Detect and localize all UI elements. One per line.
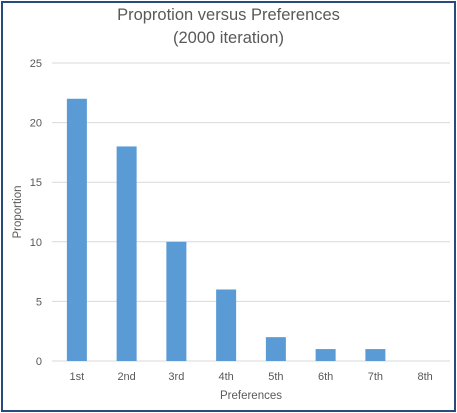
- x-tick-label: 1st: [70, 371, 85, 383]
- x-tick-label: 2nd: [117, 371, 135, 383]
- bars: [66, 98, 386, 361]
- bar-3rd: [166, 241, 187, 361]
- x-axis-ticks: 1st 2nd 3rd 4th 5th 6th 7th 8th: [70, 371, 433, 383]
- gridlines: [52, 62, 450, 362]
- bar-5th: [265, 337, 286, 361]
- x-axis-label: Preferences: [220, 390, 282, 402]
- x-tick-label: 8th: [417, 371, 432, 383]
- bar-7th: [365, 349, 386, 361]
- y-tick-label: 25: [30, 58, 42, 70]
- bar-2nd: [116, 146, 137, 361]
- x-tick-label: 7th: [368, 371, 383, 383]
- y-axis-ticks: 0 5 10 15 20 25: [30, 58, 42, 368]
- bar-6th: [315, 349, 336, 361]
- bar-4th: [216, 289, 237, 361]
- y-tick-label: 0: [36, 356, 42, 368]
- chart-title: Proprotion versus Preferences: [117, 6, 340, 24]
- y-tick-label: 15: [30, 177, 42, 189]
- x-tick-label: 3rd: [168, 371, 184, 383]
- x-tick-label: 4th: [218, 371, 233, 383]
- chart-subtitle: (2000 iteration): [173, 29, 284, 47]
- y-tick-label: 10: [30, 237, 42, 249]
- y-tick-label: 20: [30, 118, 42, 130]
- y-axis-label: Proportion: [12, 185, 24, 238]
- y-tick-label: 5: [36, 296, 42, 308]
- x-tick-label: 6th: [318, 371, 333, 383]
- x-tick-label: 5th: [268, 371, 283, 383]
- bar-1st: [66, 98, 87, 361]
